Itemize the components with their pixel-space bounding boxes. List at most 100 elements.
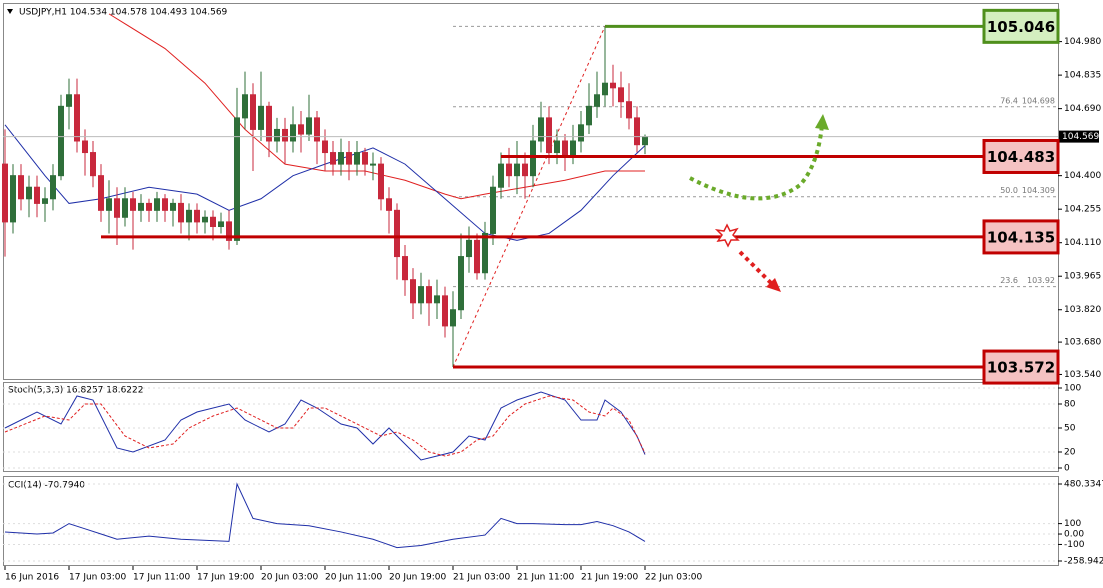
fib-trend — [452, 26, 606, 368]
candle-body — [426, 286, 432, 304]
stoch-title: Stoch(5,3,3) 16.8257 18.6222 — [8, 386, 143, 396]
up-arrowhead — [815, 114, 829, 130]
candle-body — [178, 202, 184, 223]
candle-body — [402, 256, 408, 281]
x-tick-label: 20 Jun 11:00 — [325, 573, 382, 583]
candle-body — [634, 117, 640, 146]
candle-body — [114, 198, 120, 218]
candle-body — [530, 140, 536, 177]
candle-body — [42, 198, 48, 204]
candle-body — [514, 163, 520, 177]
candle-body — [154, 198, 160, 211]
x-tick-label: 21 Jun 19:00 — [581, 573, 638, 583]
candle-body — [594, 94, 600, 107]
level-label: 104.135 — [987, 228, 1055, 246]
moving-average — [108, 13, 645, 200]
candle-body — [618, 87, 624, 103]
candle-body — [314, 117, 320, 142]
candle-body — [538, 117, 544, 142]
y-tick-label: 80 — [1064, 400, 1076, 410]
x-tick-label: 21 Jun 11:00 — [517, 573, 574, 583]
candle-body — [642, 136, 648, 146]
fib-value: 104.309 — [1022, 186, 1055, 195]
candle-body — [330, 152, 336, 165]
candle-body — [202, 216, 208, 223]
x-tick-label: 21 Jun 03:00 — [453, 573, 510, 583]
candle-body — [562, 140, 568, 158]
candle-body — [2, 163, 8, 223]
candle-body — [450, 309, 456, 327]
x-tick-label: 20 Jun 19:00 — [389, 573, 446, 583]
candle-body — [50, 175, 56, 200]
candle-body — [466, 239, 472, 258]
stoch-line — [4, 391, 646, 461]
level-label: 105.046 — [987, 18, 1055, 36]
candle-body — [26, 186, 32, 200]
y-tick-label: 103.820 — [1064, 305, 1101, 315]
candle-body — [490, 186, 496, 234]
candle-body — [282, 128, 288, 142]
level-label: 103.572 — [987, 359, 1055, 377]
candle-body — [498, 163, 504, 188]
candle-body — [354, 152, 360, 165]
candle-body — [106, 198, 112, 211]
y-tick-label: 0.00 — [1064, 530, 1084, 540]
candle-body — [162, 198, 168, 211]
level-box — [982, 8, 1060, 44]
candle-body — [218, 221, 224, 228]
price-tag — [1059, 130, 1099, 143]
candle-body — [210, 216, 216, 228]
y-tick-label: 103.965 — [1064, 272, 1101, 282]
candle-body — [98, 175, 104, 211]
cci-line — [4, 482, 646, 549]
candle-body — [378, 163, 384, 200]
stoch-panel — [3, 382, 1059, 472]
x-tick-label: 16 Jun 2016 — [5, 573, 59, 583]
y-tick-label: 104.835 — [1064, 71, 1101, 81]
price-tag-label: 104.569 — [1062, 132, 1099, 142]
break-marker — [714, 223, 740, 248]
candle-body — [570, 140, 576, 158]
candle-body — [626, 101, 632, 119]
y-tick-label: 104.110 — [1064, 238, 1101, 248]
candle-body — [10, 175, 16, 223]
y-tick-label: 103.680 — [1064, 338, 1101, 348]
candle-body — [58, 105, 64, 177]
x-tick-label: 22 Jun 03:00 — [645, 573, 702, 583]
candle-body — [34, 186, 40, 204]
level-box — [982, 349, 1060, 385]
candle-body — [322, 140, 328, 154]
candle-body — [442, 295, 448, 327]
candle-body — [66, 94, 72, 107]
candle-body — [138, 202, 144, 211]
candle-body — [82, 140, 88, 154]
y-tick-label: 103.540 — [1064, 370, 1101, 380]
x-tick-label: 17 Jun 11:00 — [133, 573, 190, 583]
marks: 104.980 104.835 104.690 104.400 104.255 104.1… — [2, 8, 1103, 583]
candle-body — [234, 117, 240, 241]
fib-ratio: 23.6 — [1000, 276, 1018, 285]
level-box — [982, 219, 1060, 255]
y-tick-label: 104.980 — [1064, 37, 1101, 47]
x-tick-label: 17 Jun 03:00 — [69, 573, 126, 583]
candle-body — [194, 209, 200, 223]
candle-body — [434, 295, 440, 304]
candle-body — [250, 94, 256, 130]
candle-body — [258, 105, 264, 130]
candle-body — [90, 152, 96, 177]
candle-body — [458, 256, 464, 311]
candle-body — [290, 124, 296, 142]
candle-body — [554, 140, 560, 154]
menu-arrow — [7, 9, 13, 14]
candle-body — [186, 209, 192, 223]
level-box — [982, 138, 1060, 174]
down-arrowhead — [766, 278, 781, 292]
x-tick-label: 20 Jun 03:00 — [261, 573, 318, 583]
candle-body — [298, 124, 304, 135]
candle-body — [362, 152, 368, 165]
chart-header: USDJPY,H1 104.534 104.578 104.493 104.56… — [19, 8, 228, 18]
candle-body — [306, 117, 312, 135]
y-tick-label: -100 — [1064, 540, 1085, 550]
y-tick-label: -258.9421 — [1064, 557, 1103, 567]
